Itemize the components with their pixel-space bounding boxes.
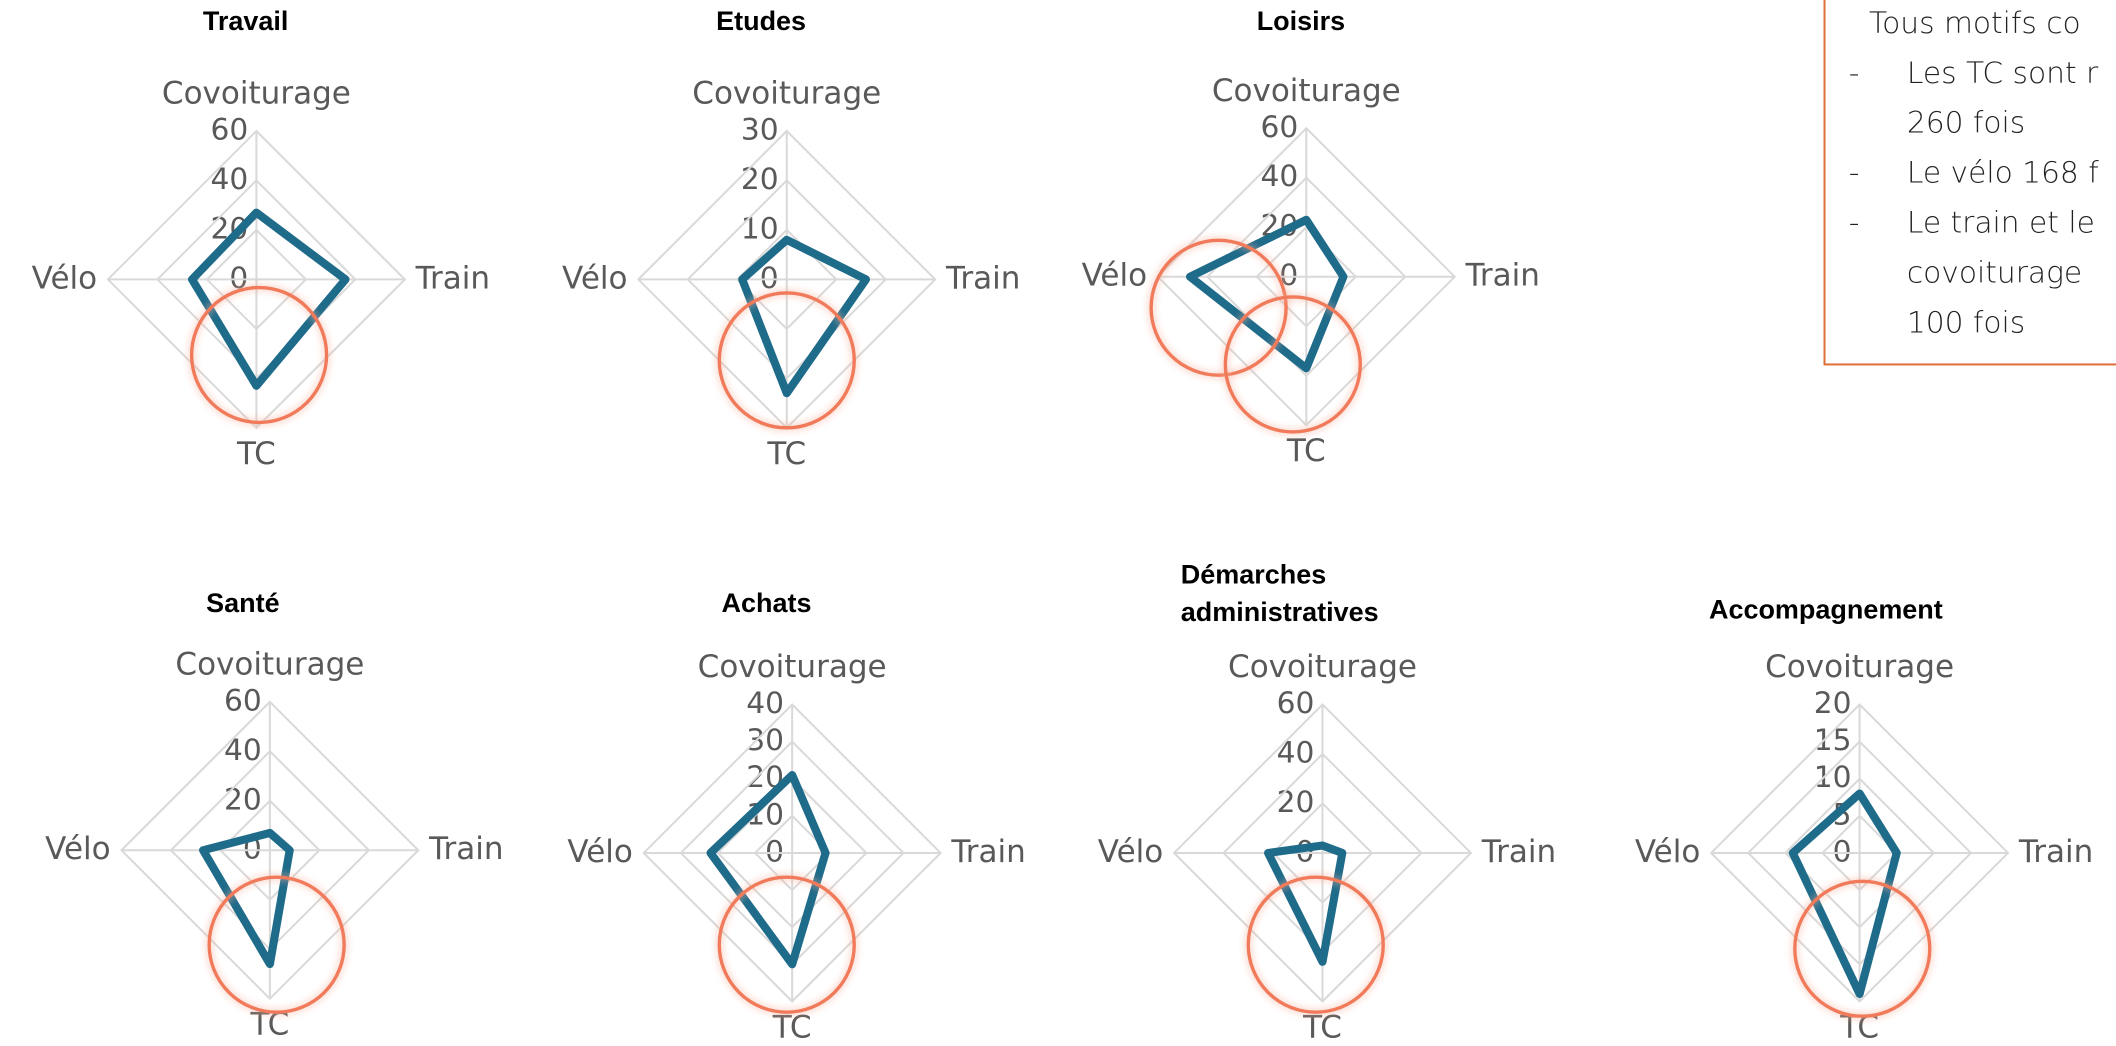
note-line: Le vélo 168 f [1907, 155, 2099, 190]
radar-line [188, 208, 350, 390]
category-label: Covoiturage [1212, 73, 1401, 109]
note-line: 260 fois [1907, 105, 2025, 140]
r-tick-label: 20 [224, 781, 262, 816]
r-tick-label: 40 [746, 685, 784, 720]
category-label: Vélo [45, 831, 110, 867]
r-tick-label: 60 [1277, 685, 1315, 720]
r-tick-label: 0 [1833, 833, 1852, 868]
r-tick-label: 20 [741, 161, 779, 196]
chart-title: Démarches [1181, 559, 1326, 589]
highlight-circle [1793, 879, 1932, 1018]
note-line: Le train et le [1907, 205, 2095, 240]
category-label: Train [950, 834, 1025, 870]
chart-title: Etudes [716, 6, 806, 36]
category-label: Vélo [1635, 834, 1700, 870]
highlight-circle [1223, 295, 1362, 434]
category-label: Train [1481, 834, 1556, 870]
chart-title: Accompagnement [1709, 595, 1943, 625]
note-line: Les TC sont r [1907, 55, 2099, 90]
r-tick-label: 40 [224, 732, 262, 767]
highlight-circle [1149, 238, 1288, 377]
radar-line [199, 828, 294, 969]
note-heading: Tous motifs co [1869, 5, 2081, 40]
radar-line [738, 235, 870, 398]
note-line: covoiturage [1907, 255, 2082, 290]
category-label: Vélo [32, 260, 97, 296]
category-label: Train [415, 260, 490, 296]
category-label: Covoiturage [692, 76, 881, 112]
category-label: Covoiturage [1765, 649, 1954, 685]
r-tick-label: 40 [1277, 734, 1315, 769]
r-tick-label: 20 [1814, 685, 1852, 720]
category-label: Vélo [1098, 834, 1163, 870]
radar-line [1185, 215, 1348, 373]
r-tick-label: 0 [1279, 257, 1298, 292]
note-box [1823, 0, 2116, 366]
category-label: Vélo [1082, 258, 1147, 294]
category-label: TC [236, 436, 276, 472]
radar-line [706, 770, 830, 969]
r-tick-label: 60 [224, 682, 262, 717]
category-label: Covoiturage [175, 646, 364, 682]
highlight-circle [189, 285, 329, 425]
r-tick-label: 40 [211, 161, 249, 196]
chart-title: Travail [203, 6, 288, 36]
category-label: Covoiturage [162, 76, 351, 112]
r-tick-label: 10 [1814, 759, 1852, 794]
r-tick-label: 0 [760, 260, 779, 295]
r-tick-label: 0 [229, 260, 248, 295]
category-label: Covoiturage [1228, 649, 1417, 685]
highlight-circle [717, 291, 856, 430]
r-tick-label: 0 [765, 833, 784, 868]
r-tick-label: 60 [211, 111, 249, 146]
highlight-circle [1246, 875, 1385, 1014]
note-dash: - [1849, 205, 1860, 240]
r-tick-label: 30 [746, 722, 784, 757]
category-label: Vélo [567, 834, 632, 870]
chart-title: administratives [1181, 597, 1379, 627]
r-tick-label: 60 [1260, 109, 1298, 144]
radar-line [1788, 789, 1901, 999]
category-label: TC [766, 436, 806, 472]
highlight-circle [207, 875, 346, 1014]
r-tick-label: 30 [741, 111, 779, 146]
chart-title: Achats [722, 588, 812, 618]
category-label: TC [1286, 433, 1326, 469]
chart-title: Santé [206, 588, 279, 618]
category-label: Covoiturage [698, 649, 887, 685]
note-line: 100 fois [1907, 304, 2025, 339]
radar-line [1264, 841, 1347, 966]
note-dash: - [1849, 55, 1860, 90]
category-label: Train [428, 831, 503, 867]
r-tick-label: 10 [741, 210, 779, 245]
chart-title: Loisirs [1257, 6, 1345, 36]
category-label: Train [2018, 834, 2093, 870]
category-label: Train [1465, 258, 1540, 294]
category-label: Train [945, 260, 1020, 296]
r-tick-label: 40 [1260, 158, 1298, 193]
category-label: TC [772, 1009, 812, 1045]
r-tick-label: 15 [1814, 722, 1852, 757]
highlight-circle [717, 875, 856, 1014]
category-label: Vélo [562, 260, 627, 296]
category-label: TC [1302, 1009, 1342, 1045]
r-tick-label: 20 [1277, 784, 1315, 819]
note-dash: - [1849, 155, 1860, 190]
